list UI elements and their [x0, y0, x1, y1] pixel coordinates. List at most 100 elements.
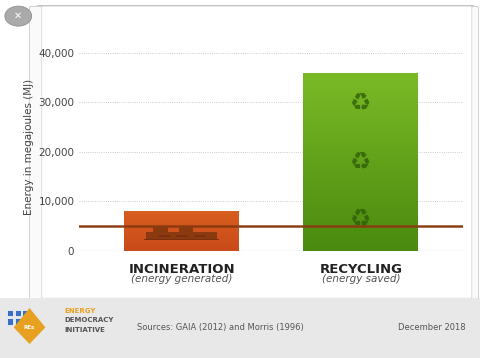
Bar	[124, 214, 239, 215]
Bar	[15, 310, 21, 316]
Bar	[303, 247, 419, 251]
Bar	[124, 225, 239, 226]
Bar	[124, 229, 239, 230]
Bar	[303, 158, 419, 161]
Bar	[303, 80, 419, 83]
Bar	[124, 232, 239, 233]
Bar	[303, 219, 419, 222]
Bar	[124, 230, 239, 231]
Bar	[124, 243, 239, 244]
Bar	[303, 183, 419, 187]
Bar	[22, 318, 28, 325]
Bar	[158, 235, 170, 237]
Y-axis label: Energy in megajoules (MJ): Energy in megajoules (MJ)	[24, 79, 34, 215]
Bar	[124, 248, 239, 250]
Polygon shape	[13, 308, 46, 344]
Bar	[303, 194, 419, 197]
Bar	[303, 101, 419, 105]
Bar	[124, 213, 239, 214]
Bar	[303, 222, 419, 226]
Bar	[124, 235, 239, 236]
Bar	[124, 224, 239, 225]
Text: ♻: ♻	[350, 90, 372, 114]
Text: ♻: ♻	[350, 207, 372, 231]
Bar	[303, 73, 419, 76]
Bar	[124, 212, 239, 213]
Bar	[303, 147, 419, 151]
Bar	[124, 241, 239, 242]
Bar	[124, 244, 239, 245]
Bar	[146, 232, 217, 240]
Bar	[303, 122, 419, 126]
Bar	[124, 226, 239, 227]
Bar	[303, 201, 419, 204]
Bar	[124, 236, 239, 237]
Text: RECYCLING: RECYCLING	[319, 263, 402, 276]
Bar	[303, 137, 419, 140]
Bar	[303, 208, 419, 212]
Bar	[303, 140, 419, 144]
Bar	[303, 151, 419, 155]
Text: (energy generated): (energy generated)	[131, 274, 232, 284]
Bar	[7, 310, 13, 316]
Bar	[124, 234, 239, 235]
Bar	[303, 133, 419, 137]
Bar	[124, 233, 239, 234]
Bar	[303, 229, 419, 233]
Text: December 2018: December 2018	[398, 323, 466, 332]
Bar	[303, 108, 419, 112]
Bar	[124, 245, 239, 246]
Bar	[124, 218, 239, 219]
Bar	[303, 187, 419, 190]
Circle shape	[0, 226, 480, 228]
Bar	[144, 239, 219, 240]
Bar	[303, 233, 419, 236]
Bar	[124, 239, 239, 240]
Bar	[194, 235, 206, 237]
Bar	[124, 242, 239, 243]
Bar	[303, 197, 419, 201]
Bar	[303, 126, 419, 130]
Bar	[124, 240, 239, 241]
Text: INCINERATION: INCINERATION	[128, 263, 235, 276]
Bar	[303, 115, 419, 119]
Bar	[303, 105, 419, 108]
Text: Sources: GAIA (2012) and Morris (1996): Sources: GAIA (2012) and Morris (1996)	[137, 323, 303, 332]
Circle shape	[0, 226, 480, 227]
Bar	[179, 227, 193, 233]
Bar	[303, 119, 419, 122]
Text: DEMOCRACY: DEMOCRACY	[65, 318, 114, 323]
Bar	[303, 176, 419, 179]
Text: ♻: ♻	[350, 150, 372, 174]
Bar	[15, 318, 21, 325]
Bar	[303, 161, 419, 165]
Bar	[303, 179, 419, 183]
Bar	[303, 215, 419, 219]
Bar	[124, 219, 239, 220]
Bar	[303, 94, 419, 97]
Bar	[22, 310, 28, 316]
Text: ✕: ✕	[14, 11, 22, 21]
Bar	[124, 228, 239, 229]
Bar	[303, 91, 419, 94]
Bar	[303, 236, 419, 240]
Bar	[124, 220, 239, 221]
Bar	[124, 211, 239, 212]
Bar	[303, 112, 419, 115]
Bar	[124, 223, 239, 224]
Bar	[124, 215, 239, 216]
Bar	[303, 76, 419, 80]
Bar	[303, 190, 419, 194]
Text: REs: REs	[24, 325, 35, 330]
Bar	[303, 204, 419, 208]
Text: INITIATIVE: INITIATIVE	[65, 327, 106, 333]
Bar	[124, 221, 239, 222]
Bar	[124, 246, 239, 247]
Text: INCINERATION VS. RECYCLING: INCINERATION VS. RECYCLING	[108, 13, 411, 30]
Text: ENERGY: ENERGY	[65, 308, 96, 314]
Bar	[124, 231, 239, 232]
Bar	[124, 222, 239, 223]
Bar	[303, 243, 419, 247]
Bar	[303, 165, 419, 169]
Bar	[7, 318, 13, 325]
